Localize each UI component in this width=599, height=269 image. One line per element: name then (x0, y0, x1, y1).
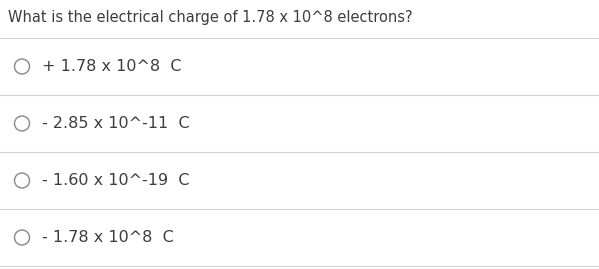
Text: + 1.78 x 10^8  C: + 1.78 x 10^8 C (42, 59, 181, 74)
Text: What is the electrical charge of 1.78 x 10^8 electrons?: What is the electrical charge of 1.78 x … (8, 10, 413, 25)
Text: - 1.78 x 10^8  C: - 1.78 x 10^8 C (42, 230, 174, 245)
Text: - 2.85 x 10^-11  C: - 2.85 x 10^-11 C (42, 116, 190, 131)
Text: - 1.60 x 10^-19  C: - 1.60 x 10^-19 C (42, 173, 189, 188)
